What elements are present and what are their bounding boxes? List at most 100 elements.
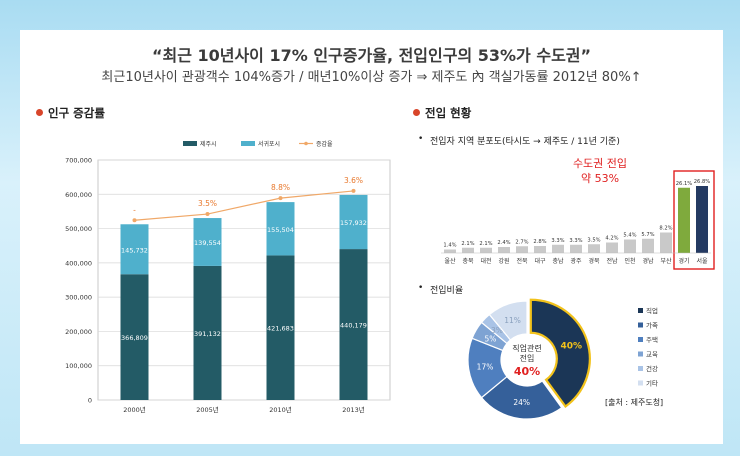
- bar-seogwipo: [193, 218, 222, 266]
- distribution-value-label: 1.4%: [443, 243, 456, 249]
- donut-legend-label: 건강: [646, 364, 658, 373]
- distribution-bar: [660, 232, 672, 253]
- distribution-category-label: 충남: [552, 257, 564, 265]
- distribution-value-label: 5.4%: [623, 233, 636, 239]
- donut-value-label: 3%: [491, 326, 503, 335]
- donut-slice: [529, 298, 591, 409]
- donut-legend-label: 주택: [646, 335, 658, 344]
- capital-callout-line2: 약 53%: [580, 172, 620, 185]
- distribution-value-label: 3.3%: [551, 238, 564, 244]
- bar-jeju: [339, 249, 368, 400]
- distribution-value-label: 2.7%: [515, 239, 528, 245]
- slide-card: “최근 10년사이 17% 인구증가율, 전입인구의 53%가 수도권” 최근1…: [20, 30, 723, 444]
- y-tick-label: 100,000: [65, 362, 92, 370]
- donut-center-label: 전입: [520, 353, 535, 363]
- distribution-category-label: 전남: [606, 257, 618, 265]
- distribution-value-label: 2.8%: [533, 239, 546, 245]
- donut-value-label: 17%: [477, 363, 494, 372]
- distribution-bar: [606, 242, 618, 253]
- distribution-category-label: 경남: [642, 257, 654, 265]
- distribution-category-label: 대전: [480, 257, 491, 265]
- distribution-bar: [498, 247, 510, 253]
- bar-value-label: 145,732: [121, 246, 148, 254]
- donut-legend-swatch: [638, 366, 643, 371]
- bar-jeju: [120, 274, 149, 400]
- bar-value-label: 421,683: [267, 325, 294, 333]
- rate-label: -: [133, 205, 136, 214]
- rate-label: 3.5%: [198, 199, 217, 208]
- distribution-category-label: 광주: [570, 258, 582, 265]
- legend-swatch: [241, 141, 255, 146]
- y-tick-label: 300,000: [65, 294, 92, 302]
- ratio-title: 전입비율: [430, 286, 464, 296]
- legend-label: 증감율: [316, 141, 333, 148]
- donut-legend-swatch: [638, 308, 643, 313]
- y-tick-label: 400,000: [65, 259, 92, 267]
- population-section-title: 인구 증감률: [48, 106, 105, 120]
- rate-line: [134, 190, 354, 221]
- donut-legend-label: 기타: [646, 379, 658, 388]
- distribution-value-label: 2.1%: [461, 241, 474, 247]
- legend-swatch: [304, 141, 308, 146]
- distribution-value-label: 8.2%: [659, 226, 672, 232]
- distribution-bar: [480, 247, 492, 253]
- distribution-category-label: 인천: [624, 257, 635, 265]
- distribution-category-label: 충북: [462, 257, 474, 265]
- distribution-value-label: 4.2%: [605, 236, 618, 242]
- bar-seogwipo: [120, 224, 149, 275]
- legend-label: 제주시: [200, 140, 217, 148]
- bar-value-label: 440,179: [340, 322, 367, 330]
- distribution-bar: [570, 244, 582, 253]
- donut-legend-label: 교육: [646, 351, 658, 359]
- distribution-category-label: 대구: [534, 257, 546, 265]
- distribution-chart: 1.4% 울산 2.1% 충북 2.1% 대전 2.4% 강원 2.7% 전북 2.8% 대구 3.3%…: [441, 170, 715, 270]
- distribution-value-label: 5.7%: [641, 232, 654, 238]
- donut-center-value: 40%: [514, 365, 540, 378]
- donut-legend-swatch: [638, 337, 643, 342]
- donut-slice: [488, 300, 528, 341]
- capital-callout-line1: 수도권 전입: [572, 157, 628, 170]
- x-tick-label: 2000년: [123, 405, 146, 414]
- rate-point: [351, 188, 356, 193]
- donut-center-label: 직업관련: [512, 343, 541, 353]
- rate-point: [278, 196, 283, 201]
- distribution-category-label: 서울: [696, 257, 708, 265]
- distribution-value-label: 3.5%: [587, 237, 600, 243]
- bullet-icon: •: [418, 283, 424, 293]
- x-tick-label: 2013년: [342, 405, 365, 414]
- y-tick-label: 500,000: [65, 225, 92, 233]
- donut-value-label: 11%: [504, 316, 521, 325]
- rate-point: [132, 218, 137, 223]
- distribution-category-label: 경기: [678, 257, 689, 265]
- distribution-value-label: 26.1%: [676, 181, 693, 187]
- bar-value-label: 391,132: [194, 330, 221, 338]
- distribution-value-label: 3.3%: [569, 238, 582, 244]
- distribution-category-label: 전북: [516, 257, 528, 265]
- distribution-value-label: 2.4%: [497, 240, 510, 246]
- bar-jeju: [193, 265, 222, 400]
- distribution-bar: [642, 238, 654, 253]
- distribution-bar: [516, 246, 528, 253]
- bar-value-label: 366,809: [121, 334, 148, 342]
- y-tick-label: 200,000: [65, 328, 92, 336]
- section-dot-icon: [36, 109, 43, 116]
- distribution-bar: [534, 246, 546, 253]
- donut-hole: [502, 335, 552, 385]
- population-chart: 0 100,000 200,000 300,000 400,000 500,000 600,…: [65, 140, 391, 414]
- donut-value-label: 24%: [513, 398, 530, 407]
- x-tick-label: 2005년: [196, 405, 219, 414]
- bar-seogwipo: [339, 194, 368, 250]
- donut-value-label: 5%: [484, 334, 496, 343]
- bar-value-label: 157,932: [340, 219, 367, 227]
- x-tick-label: 2010년: [269, 405, 292, 414]
- page-title: “최근 10년사이 17% 인구증가율, 전입인구의 53%가 수도권”: [151, 46, 592, 65]
- distribution-category-label: 울산: [444, 257, 456, 265]
- distribution-bar: [696, 186, 708, 253]
- distribution-title: 전입자 지역 분포도(타시도 → 제주도 / 11년 기준): [430, 137, 620, 147]
- distribution-value-label: 2.1%: [479, 241, 492, 247]
- migration-section-title: 전입 현황: [425, 106, 472, 120]
- capital-highlight-box: [673, 170, 715, 270]
- distribution-bar: [462, 247, 474, 253]
- source-note: [출처 : 제주도청]: [605, 398, 664, 407]
- bar-value-label: 155,504: [267, 226, 294, 234]
